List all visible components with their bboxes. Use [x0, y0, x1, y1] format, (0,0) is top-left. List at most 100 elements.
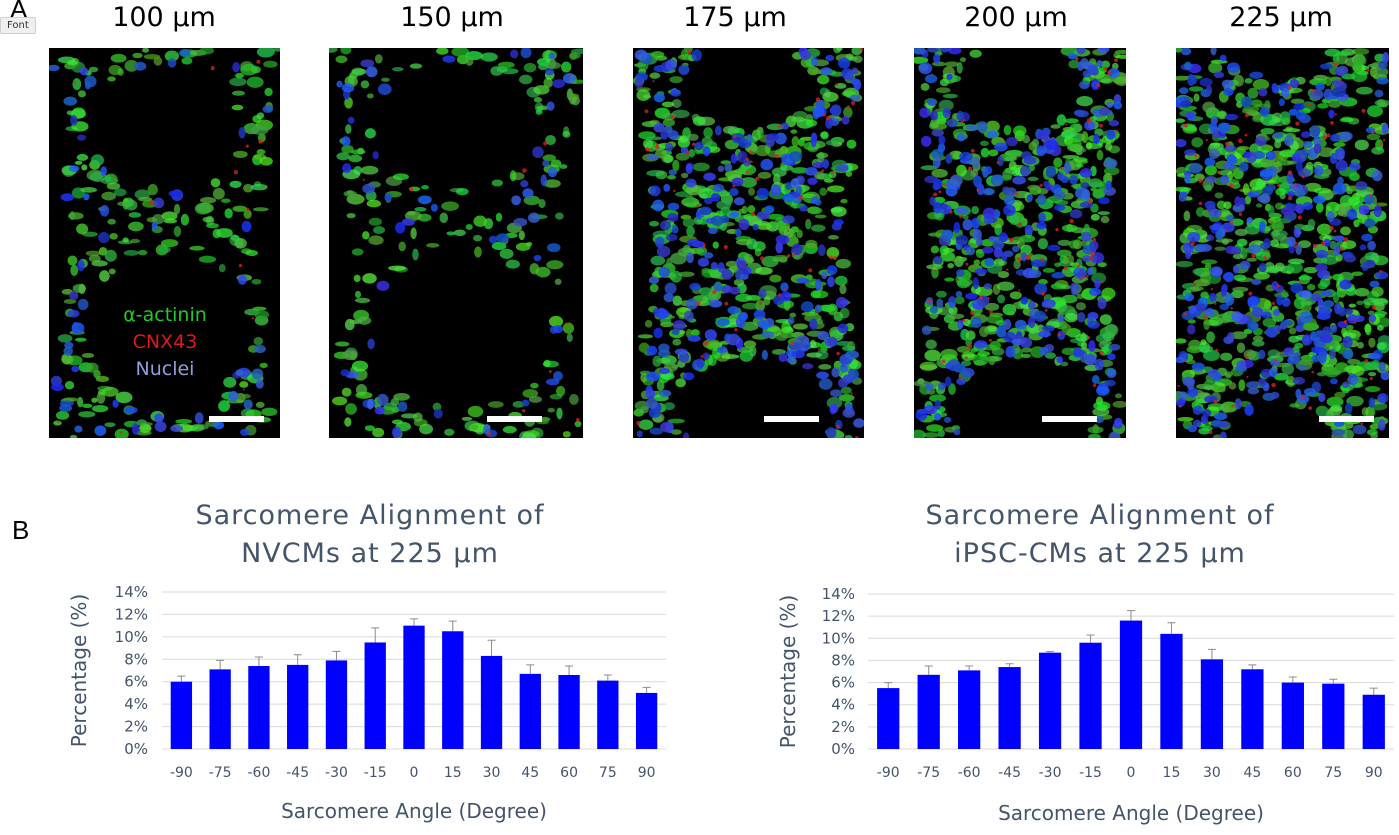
error-bar	[1127, 610, 1135, 621]
y-tick-label: 10%	[115, 628, 148, 646]
panel-b-label: B	[12, 515, 30, 545]
micrograph-100	[49, 48, 280, 438]
error-bar	[924, 665, 933, 675]
scale-bar	[1042, 416, 1097, 422]
x-tick-label: -15	[364, 765, 387, 781]
y-tick-label: 8%	[124, 650, 148, 668]
y-tick-label: 2%	[124, 718, 148, 736]
scale-bar	[1319, 416, 1374, 422]
image-label-175: 175 μm	[683, 2, 787, 33]
error-bar	[448, 620, 457, 632]
y-tick-label: 4%	[831, 696, 855, 714]
x-tick-label: -45	[998, 765, 1021, 781]
image-label-150: 150 μm	[400, 2, 504, 33]
bar	[958, 670, 981, 749]
error-bar	[642, 686, 651, 693]
bar	[170, 681, 193, 749]
error-bar	[487, 639, 496, 656]
x-tick-label: 45	[521, 765, 539, 781]
x-tick-label: -90	[877, 765, 900, 781]
x-tick-label: -30	[1039, 765, 1062, 781]
chart-title-line2: iPSC-CMs at 225 μm	[954, 538, 1246, 569]
error-bar	[1369, 687, 1378, 695]
y-tick-label: 14%	[115, 583, 148, 601]
error-bar	[1329, 678, 1338, 684]
y-axis-label: Percentage (%)	[776, 595, 800, 748]
y-tick-label: 2%	[831, 718, 855, 736]
error-bar	[1207, 648, 1216, 660]
bar	[1160, 633, 1183, 749]
y-tick-label: 4%	[124, 695, 148, 713]
bar	[1079, 642, 1102, 749]
scale-bar	[487, 416, 542, 422]
x-tick-label: 45	[1243, 765, 1261, 781]
x-axis-label: Sarcomere Angle (Degree)	[281, 799, 547, 823]
x-tick-label: 75	[599, 765, 617, 781]
legend-cnx43: CNX43	[132, 331, 198, 353]
error-bar	[1086, 634, 1095, 643]
y-tick-label: 10%	[822, 629, 855, 647]
micrograph-art	[1176, 48, 1389, 438]
legend-nuclei: Nuclei	[135, 358, 195, 380]
bar	[558, 674, 580, 749]
y-axis-label: Percentage (%)	[67, 594, 91, 747]
x-tick-label: 0	[1127, 765, 1136, 781]
bar-chart-ipsc: 0% 2% 4% 6% 8% 10% 12% 14% -90 -75 -60 -45 -30 -15 0 15…	[776, 585, 1394, 825]
bar	[209, 669, 231, 749]
x-tick-label: -60	[958, 765, 981, 781]
scale-bar	[209, 416, 264, 422]
error-bar	[526, 664, 535, 674]
x-tick-label: 30	[483, 765, 501, 781]
bar	[1322, 683, 1345, 749]
x-tick-label: 90	[1365, 765, 1383, 781]
bar	[364, 642, 386, 749]
y-tick-label: 0%	[831, 740, 855, 758]
error-bar	[332, 650, 341, 661]
x-tick-label: 15	[1163, 765, 1181, 781]
micrograph-175	[633, 48, 864, 438]
chart-title-ipsc: Sarcomere Alignment of iPSC-CMs at 225 μ…	[870, 497, 1330, 573]
micrograph-art	[914, 48, 1126, 438]
bar	[877, 688, 900, 749]
x-tick-label: -75	[209, 765, 232, 781]
x-tick-label: 15	[444, 765, 462, 781]
y-tick-label: 6%	[831, 674, 855, 692]
x-tick-label: -75	[917, 765, 940, 781]
bar	[597, 680, 619, 749]
y-tick-label: 0%	[124, 740, 148, 758]
bar	[1038, 652, 1062, 749]
y-tick-label: 8%	[831, 651, 855, 669]
x-tick-label: -15	[1079, 765, 1102, 781]
x-tick-label: -90	[170, 765, 193, 781]
bar	[287, 664, 309, 749]
error-bar	[410, 618, 418, 626]
error-bar	[1248, 664, 1257, 670]
x-tick-label: 60	[560, 765, 578, 781]
bar	[248, 666, 270, 749]
x-tick-label: -30	[325, 765, 348, 781]
chart-title-line2: NVCMs at 225 μm	[241, 538, 499, 569]
x-tick-label: 90	[638, 765, 656, 781]
scale-bar	[764, 416, 819, 422]
bar	[1119, 620, 1143, 749]
error-bar	[603, 674, 612, 681]
bar	[1241, 669, 1264, 749]
y-tick-label: 6%	[124, 673, 148, 691]
image-label-200: 200 μm	[964, 2, 1068, 33]
bar	[1200, 659, 1224, 749]
error-bar	[1005, 663, 1014, 668]
micrograph-150	[329, 48, 583, 438]
x-axis-label: Sarcomere Angle (Degree)	[998, 801, 1264, 825]
error-bar	[884, 682, 893, 689]
error-bar	[1288, 676, 1297, 683]
bar	[635, 692, 658, 749]
error-bar	[1046, 651, 1055, 653]
y-tick-label: 14%	[822, 585, 855, 603]
x-tick-label: -45	[286, 765, 309, 781]
micrograph-225	[1176, 48, 1389, 438]
image-label-100: 100 μm	[112, 2, 216, 33]
bar	[325, 660, 348, 749]
micrograph-art	[633, 48, 864, 438]
bar	[1281, 682, 1304, 749]
bar	[403, 625, 425, 749]
